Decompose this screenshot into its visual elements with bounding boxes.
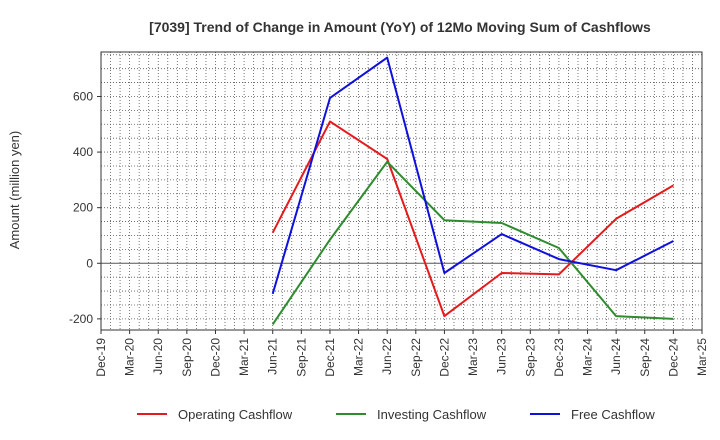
- operating-cashflow-line: [271, 120, 674, 318]
- x-tick-label: Mar-23: [466, 338, 480, 376]
- x-tick-label: Dec-23: [552, 338, 566, 377]
- x-tick-label: Sep-23: [523, 338, 537, 377]
- free-cashflow-legend-label: Free Cashflow: [571, 407, 655, 422]
- investing-cashflow-legend-label: Investing Cashflow: [377, 407, 487, 422]
- investing-cashflow-line: [271, 160, 674, 325]
- x-tick-label: Sep-21: [294, 338, 308, 377]
- x-tick-label: Mar-24: [581, 338, 595, 376]
- x-tick-label: Dec-20: [208, 338, 222, 377]
- plot-frame: [100, 51, 703, 331]
- x-tick-label: Mar-21: [237, 338, 251, 376]
- y-tick-label: -200: [69, 312, 93, 326]
- x-tick-label: Jun-23: [495, 338, 509, 375]
- y-tick-label: 0: [86, 256, 93, 270]
- y-axis-label: Amount (million yen): [7, 131, 22, 250]
- x-tick-label: Mar-25: [695, 338, 709, 376]
- x-tick-label: Mar-22: [352, 338, 366, 376]
- legend: Operating Cashflow Investing Cashflow Free…: [137, 407, 655, 422]
- operating-cashflow-legend-label: Operating Cashflow: [178, 407, 293, 422]
- free-cashflow-line: [271, 56, 674, 295]
- x-axis: Dec-19 Mar-20 Jun-20 Sep-20 Dec-20 Mar-21 Jun-…: [94, 330, 709, 377]
- x-tick-label: Jun-22: [380, 338, 394, 375]
- series-lines: [271, 56, 674, 325]
- x-tick-label: Dec-22: [437, 338, 451, 377]
- x-tick-label: Sep-24: [638, 338, 652, 377]
- x-tick-label: Sep-20: [180, 338, 194, 377]
- y-tick-label: 600: [73, 89, 93, 103]
- x-tick-label: Jun-20: [151, 338, 165, 375]
- y-axis: -200 0 200 400 600: [69, 89, 101, 326]
- y-tick-label: 400: [73, 145, 93, 159]
- grid: [101, 52, 702, 330]
- y-tick-label: 200: [73, 201, 93, 215]
- x-tick-label: Sep-22: [409, 338, 423, 377]
- chart-title: [7039] Trend of Change in Amount (YoY) o…: [149, 19, 651, 35]
- x-tick-label: Dec-24: [666, 338, 680, 377]
- x-tick-label: Jun-24: [609, 338, 623, 375]
- x-tick-label: Jun-21: [266, 338, 280, 375]
- x-tick-label: Mar-20: [123, 338, 137, 376]
- x-tick-label: Dec-21: [323, 338, 337, 377]
- x-tick-label: Dec-19: [94, 338, 108, 377]
